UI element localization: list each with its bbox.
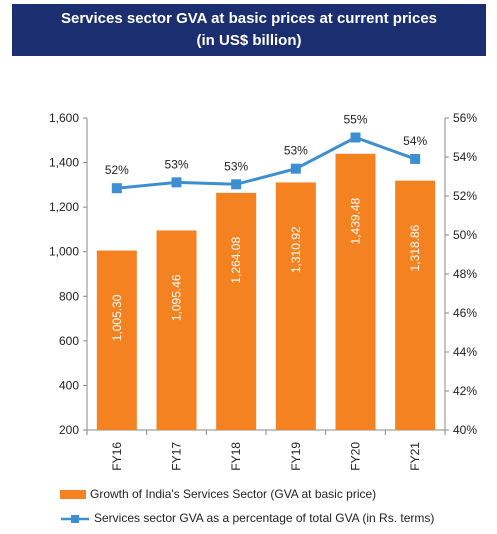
legend-item-line: Services sector GVA as a percentage of t… (60, 511, 434, 525)
legend-label-line: Services sector GVA as a percentage of t… (94, 511, 435, 525)
bar (395, 180, 436, 430)
line-point (290, 163, 301, 174)
y-right-tick-label: 54% (453, 150, 477, 164)
line-point (410, 153, 421, 164)
line-point (231, 179, 242, 190)
y-left-tick-label: 1,600 (49, 111, 79, 125)
legend-item-bars: Growth of India's Services Sector (GVA a… (60, 487, 376, 501)
chart-title: Services sector GVA at basic prices at c… (60, 10, 438, 27)
legend-swatch-bar (60, 490, 86, 500)
line-point (111, 183, 122, 194)
bar-data-label: 1,310.92 (289, 226, 303, 273)
y-right-tick-label: 40% (453, 423, 477, 437)
y-left-tick-label: 1,200 (49, 200, 79, 214)
x-tick-label: FY17 (170, 442, 184, 471)
x-tick-label: FY16 (110, 442, 124, 471)
chart-title-banner: Services sector GVA at basic prices at c… (12, 4, 486, 56)
bar-data-label: 1,439.48 (349, 197, 363, 244)
bar (156, 230, 197, 430)
y-right-tick-label: 52% (453, 189, 477, 203)
y-right-tick-label: 42% (453, 384, 477, 398)
line-data-label: 53% (284, 144, 308, 158)
line-data-label: 55% (343, 113, 367, 127)
y-right-tick-label: 44% (453, 345, 477, 359)
y-left-tick-label: 400 (59, 378, 79, 392)
y-left-tick-label: 600 (59, 334, 79, 348)
line-data-label: 53% (224, 159, 248, 173)
bar (275, 182, 316, 430)
x-tick-label: FY21 (408, 442, 422, 471)
bar (96, 250, 137, 430)
line-series (116, 135, 416, 190)
bar-data-label: 1,005.30 (110, 294, 124, 341)
bar (335, 153, 376, 431)
y-left-tick-label: 1,000 (49, 245, 79, 259)
line-data-label: 53% (164, 157, 188, 171)
line-data-label: 54% (403, 134, 427, 148)
y-right-tick-label: 56% (453, 111, 477, 125)
y-left-tick-label: 200 (59, 423, 79, 437)
bar-data-label: 1,318.86 (408, 224, 422, 271)
bar (216, 192, 257, 430)
line-data-label: 52% (105, 163, 129, 177)
chart-subtitle: (in US$ billion) (196, 32, 302, 49)
legend-swatch-line (61, 514, 89, 523)
bar-data-label: 1,264.08 (229, 237, 243, 284)
y-right-tick-label: 50% (453, 228, 477, 242)
bar-data-label: 1,095.46 (170, 274, 184, 321)
y-right-tick-label: 46% (453, 306, 477, 320)
legend-label-bars: Growth of India's Services Sector (GVA a… (90, 487, 377, 501)
y-right-tick-label: 48% (453, 267, 477, 281)
y-left-tick-label: 1,400 (49, 156, 79, 170)
x-tick-label: FY18 (229, 442, 243, 471)
line-point (171, 177, 182, 188)
x-tick-label: FY19 (289, 442, 303, 471)
x-tick-label: FY20 (349, 442, 363, 471)
y-left-tick-label: 800 (59, 289, 79, 303)
line-point (350, 132, 361, 143)
